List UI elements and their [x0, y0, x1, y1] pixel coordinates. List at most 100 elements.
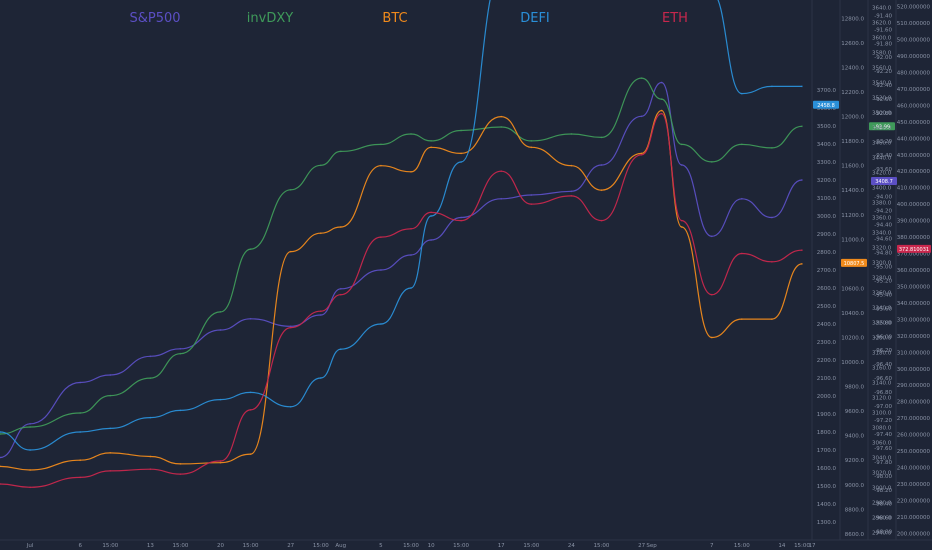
axis-tick-defi: 3500.0: [817, 124, 837, 130]
series-point-defi: [0, 431, 1, 433]
series-point-eth: [79, 476, 82, 479]
legend-item-invdxy: invDXY: [247, 11, 293, 26]
series-point-invdxy: [179, 352, 182, 355]
axis-tick-eth: 480.000000: [897, 70, 931, 76]
series-point-s-p500: [430, 239, 432, 241]
axis-tick-eth: 520.000000: [897, 5, 931, 11]
axis-tick-s-p500: 3240.0: [872, 306, 892, 312]
series-point-defi: [771, 85, 773, 88]
last-value-badge-s-p500: [871, 177, 897, 185]
axis-tick-eth: 450.000000: [897, 120, 931, 126]
axis-tick-s-p500: 3020.0: [872, 471, 892, 477]
series-point-btc: [600, 189, 603, 192]
axis-tick-s-p500: 3140.0: [872, 381, 892, 387]
last-value-badge-eth: [897, 244, 931, 253]
series-point-s-p500: [179, 347, 182, 350]
axis-tick-s-p500: 3280.0: [872, 276, 892, 282]
axis-tick-btc: 9200.0: [845, 458, 865, 464]
series-point-btc: [0, 465, 1, 468]
series-point-s-p500: [0, 456, 1, 459]
series-point-invdxy: [530, 140, 533, 142]
axis-tick-eth: 260.000000: [897, 433, 931, 439]
series-point-btc: [500, 115, 503, 118]
time-axis-tick: 15:00: [403, 543, 419, 549]
axis-tick-eth: 310.000000: [897, 350, 931, 356]
axis-tick-invdxy: -97.60: [874, 446, 892, 452]
axis-tick-invdxy: -98.80: [874, 530, 892, 536]
axis-tick-btc: 10400.0: [841, 311, 864, 317]
axis-tick-invdxy: -98.00: [874, 474, 892, 480]
time-axis-tick: 15:00: [523, 543, 539, 549]
series-point-s-p500: [460, 216, 462, 219]
axis-tick-btc: 11000.0: [841, 237, 864, 243]
series-point-defi: [249, 391, 252, 394]
series-point-eth: [801, 249, 803, 252]
series-point-eth: [29, 486, 31, 489]
axis-tick-s-p500: 3260.0: [872, 291, 892, 297]
series-point-s-p500: [219, 329, 222, 331]
series-point-btc: [430, 146, 432, 149]
series-point-btc: [771, 318, 773, 320]
axis-tick-btc: 12600.0: [841, 41, 864, 47]
axis-tick-eth: 510.000000: [897, 21, 931, 27]
series-point-defi: [339, 348, 342, 351]
last-value-badge-defi: [813, 100, 839, 109]
axis-tick-eth: 340.000000: [897, 301, 931, 307]
axis-tick-invdxy: -92.60: [874, 97, 892, 103]
axis-tick-eth: 460.000000: [897, 103, 931, 109]
series-point-s-p500: [319, 314, 322, 316]
axis-tick-s-p500: 3560.0: [872, 66, 892, 72]
axis-tick-eth: 220.000000: [897, 499, 931, 505]
series-point-eth: [460, 219, 462, 222]
axis-tick-eth: 250.000000: [897, 449, 931, 455]
series-point-btc: [289, 250, 292, 253]
last-value-label-eth: 372.810031: [899, 247, 929, 253]
axis-tick-defi: 2900.0: [817, 232, 837, 238]
axis-tick-s-p500: 3320.0: [872, 246, 892, 252]
axis-tick-btc: 11600.0: [841, 164, 864, 170]
axis-tick-defi: 2100.0: [817, 376, 837, 382]
axis-tick-s-p500: 3220.0: [872, 321, 892, 327]
series-point-invdxy: [219, 311, 222, 313]
series-point-s-p500: [660, 81, 663, 84]
series-point-invdxy: [79, 412, 82, 414]
axis-tick-s-p500: 3440.0: [872, 156, 892, 162]
axis-tick-eth: 360.000000: [897, 268, 931, 274]
series-point-eth: [339, 293, 342, 296]
axis-tick-invdxy: -94.80: [874, 251, 892, 257]
axis-tick-s-p500: 3120.0: [872, 396, 892, 402]
time-axis-tick: 15:00: [243, 543, 259, 549]
series-point-defi: [79, 431, 82, 433]
series-point-btc: [109, 452, 112, 454]
series-point-s-p500: [530, 194, 533, 196]
axis-tick-defi: 2500.0: [817, 304, 837, 310]
series-point-defi: [179, 409, 182, 412]
last-value-label-invdxy: -92.99: [874, 124, 890, 130]
axis-tick-s-p500: 3360.0: [872, 216, 892, 222]
axis-tick-s-p500: 3000.0: [872, 486, 892, 492]
series-point-btc: [640, 152, 643, 155]
time-axis-tick: 10: [428, 543, 435, 549]
axis-tick-eth: 230.000000: [897, 482, 931, 488]
series-point-eth: [530, 203, 533, 206]
series-point-btc: [319, 232, 322, 235]
axis-tick-invdxy: -94.20: [874, 209, 892, 215]
series-point-invdxy: [249, 248, 252, 251]
axis-tick-defi: 2200.0: [817, 358, 837, 364]
series-point-invdxy: [740, 143, 743, 146]
axis-tick-defi: 2600.0: [817, 286, 837, 292]
series-point-eth: [660, 112, 663, 115]
series-point-eth: [600, 219, 603, 222]
time-axis: Jul 6 15:00 13 15:00 20 15:00 27 15:00 Aug 5 15:00 1…: [0, 539, 932, 549]
series-point-eth: [771, 260, 773, 263]
axis-tick-eth: 440.000000: [897, 136, 931, 142]
axis-tick-btc: 8800.0: [845, 507, 865, 513]
axis-tick-btc: 9600.0: [845, 409, 865, 415]
axis-tick-s-p500: 3420.0: [872, 171, 892, 177]
time-axis-tick: 15:00: [313, 543, 329, 549]
axis-tick-invdxy: -97.40: [874, 432, 892, 438]
series-point-invdxy: [410, 133, 412, 135]
series-point-s-p500: [600, 164, 603, 166]
axis-tick-eth: 380.000000: [897, 235, 931, 241]
